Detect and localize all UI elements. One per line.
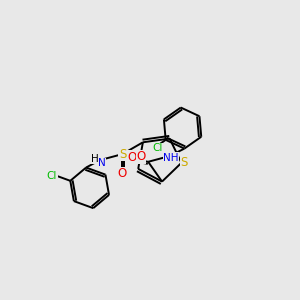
Text: NH: NH: [163, 153, 179, 163]
Text: O: O: [118, 167, 127, 180]
Text: H: H: [91, 154, 98, 164]
Text: S: S: [119, 148, 126, 160]
Text: O: O: [136, 150, 146, 163]
Text: Cl: Cl: [153, 143, 163, 153]
Text: O: O: [128, 151, 137, 164]
Text: Cl: Cl: [47, 171, 57, 181]
Text: N: N: [98, 158, 106, 168]
Text: S: S: [180, 156, 188, 169]
